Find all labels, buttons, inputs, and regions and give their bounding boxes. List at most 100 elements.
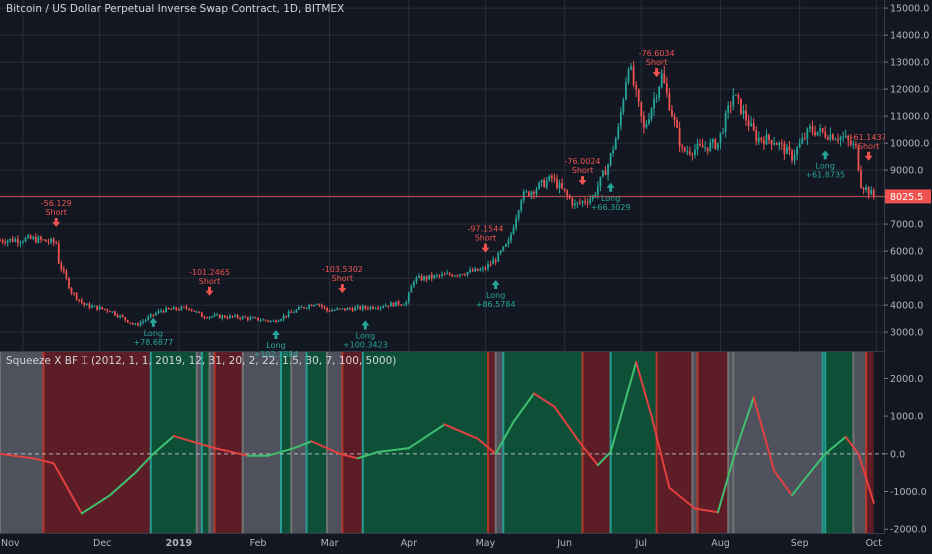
candle-body (193, 310, 196, 312)
candle-body (648, 119, 650, 124)
zone-red (487, 352, 496, 533)
zone-edge (494, 352, 497, 533)
candle-body (502, 246, 505, 251)
long-arrow-icon (821, 150, 830, 160)
candle-body (780, 143, 783, 145)
long-value: +66.3029 (591, 203, 631, 212)
candle-body (461, 274, 464, 276)
candle-body (438, 275, 441, 277)
zone-green (306, 352, 328, 533)
candle-body (420, 276, 423, 281)
candle-body (474, 268, 477, 272)
candle-body (16, 239, 19, 243)
osc-tick-label: 2000.0 (890, 374, 923, 385)
candle-body (548, 175, 551, 181)
zone-edge (361, 352, 364, 533)
candle-body (223, 315, 226, 318)
candle-body (806, 128, 809, 139)
candle-body (466, 272, 469, 275)
short-value: -103.5302 (322, 265, 363, 274)
long-arrow-icon (361, 320, 370, 330)
candle-body (374, 308, 377, 310)
short-arrow-icon (864, 151, 873, 161)
candle-body (464, 274, 466, 276)
trade-signals: Short-56.129Long+78.6877Short-101.2465Lo… (41, 49, 887, 359)
long-value: +61.8735 (805, 170, 845, 179)
candle-body (292, 312, 295, 314)
candle-body (180, 306, 183, 310)
candle-body (668, 92, 671, 111)
candle-body (129, 322, 132, 324)
candle-body (351, 308, 354, 311)
zone-edge (696, 352, 699, 533)
candle-body (405, 302, 408, 305)
indicator-title: Squeeze X BF ⌶ (2012, 1, 1, 2019, 12, 31… (6, 355, 397, 367)
candle-body (400, 304, 403, 306)
candle-body (492, 260, 494, 265)
candle-body (788, 146, 791, 151)
candle-body (142, 321, 144, 323)
candle-body (410, 286, 413, 293)
candle-body (282, 315, 285, 320)
long-arrow-icon (271, 329, 280, 339)
candle-body (737, 94, 740, 99)
candle-body (688, 151, 691, 155)
candle-body (336, 308, 339, 310)
oscillator-segment (134, 452, 155, 474)
candle-body (783, 143, 786, 155)
candle-body (686, 151, 689, 153)
price-tick-label: 3000.0 (890, 328, 923, 339)
candle-body (665, 83, 668, 93)
candle-body (190, 309, 193, 311)
candle-body (244, 316, 247, 318)
candle-body (724, 112, 727, 133)
candle-body (584, 201, 586, 203)
candle-body (755, 130, 758, 142)
zone-green (822, 352, 826, 533)
candle-body (607, 165, 609, 176)
candle-body (269, 320, 272, 322)
candle-body (172, 307, 175, 310)
candle-body (88, 303, 91, 308)
candle-body (119, 315, 121, 317)
candle-body (246, 317, 249, 320)
candle-body (126, 319, 129, 323)
candle-body (413, 281, 415, 287)
zone-gray (0, 352, 44, 533)
candle-body (543, 179, 546, 188)
candle-body (826, 137, 829, 140)
candle-body (254, 317, 257, 319)
short-value: -61.1437 (851, 133, 887, 142)
oscillator-segment (0, 452, 35, 460)
zone-red (214, 352, 243, 533)
osc-tick-label: -1000.0 (890, 487, 927, 498)
current-price-label: 8025.5 (890, 192, 923, 203)
candle-body (640, 101, 643, 117)
candle-body (609, 153, 612, 166)
oscillator-line (0, 361, 884, 515)
zone-edge (290, 352, 293, 533)
candle-body (267, 320, 270, 322)
candle-body (655, 97, 658, 99)
candle-body (489, 264, 492, 266)
long-label: Long (601, 194, 620, 203)
candle-body (635, 84, 638, 90)
long-arrow-icon (149, 317, 158, 327)
price-tick-label: 11000.0 (890, 112, 929, 123)
short-label: Short (199, 277, 220, 286)
zone-edge (200, 352, 203, 533)
candle-body (839, 136, 842, 141)
short-label: Short (858, 142, 879, 151)
main-chart-title: Bitcoin / US Dollar Perpetual Inverse Sw… (6, 3, 345, 15)
candle-body (134, 323, 137, 325)
candle-body (479, 269, 482, 271)
oscillator-segment (553, 405, 584, 448)
candle-body (4, 242, 7, 244)
candle-body (402, 304, 405, 306)
candle-body (346, 308, 349, 311)
candle-body (280, 319, 282, 321)
oscillator-segment (512, 392, 535, 423)
candle-body (295, 309, 298, 313)
